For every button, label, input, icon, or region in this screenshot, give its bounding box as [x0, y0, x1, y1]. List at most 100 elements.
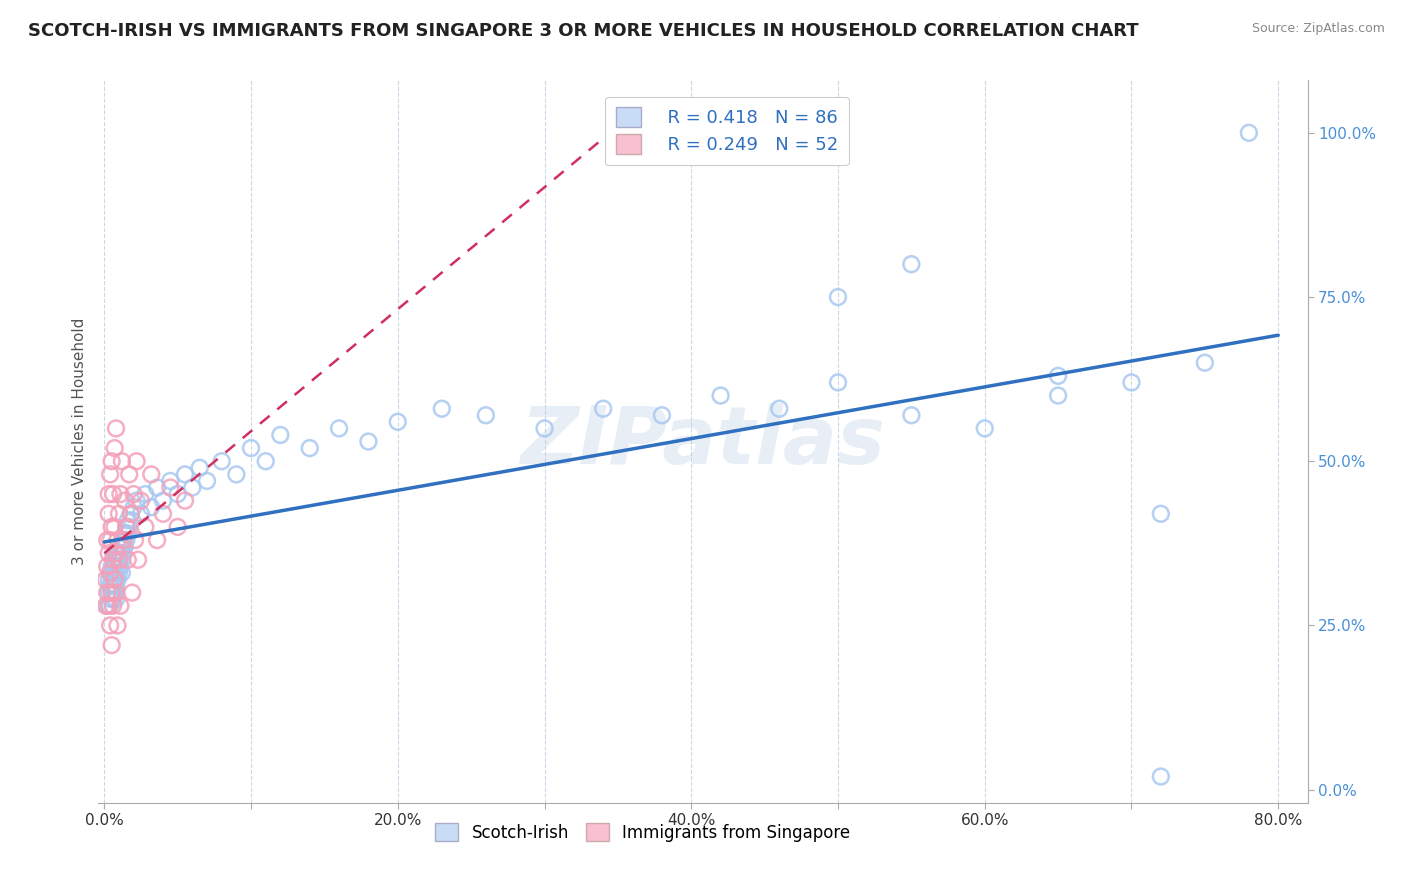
Point	[152, 507, 174, 521]
Point	[188, 460, 211, 475]
Point	[1047, 368, 1070, 383]
Point	[110, 546, 132, 560]
Point	[101, 579, 124, 593]
Point	[96, 559, 118, 574]
Point	[710, 388, 733, 402]
Point	[111, 553, 134, 567]
Point	[166, 487, 188, 501]
Point	[152, 493, 174, 508]
Point	[125, 454, 148, 468]
Point	[101, 599, 124, 613]
Point	[97, 487, 120, 501]
Point	[129, 507, 152, 521]
Point	[117, 513, 139, 527]
Point	[107, 559, 129, 574]
Point	[114, 540, 136, 554]
Point	[430, 401, 453, 416]
Point	[124, 533, 146, 547]
Point	[110, 487, 132, 501]
Point	[1150, 507, 1173, 521]
Point	[1121, 376, 1143, 390]
Point	[166, 520, 188, 534]
Point	[827, 290, 849, 304]
Point	[387, 415, 409, 429]
Point	[592, 401, 614, 416]
Point	[101, 487, 124, 501]
Point	[115, 533, 138, 547]
Point	[195, 474, 218, 488]
Point	[328, 421, 350, 435]
Point	[114, 493, 136, 508]
Legend: Scotch-Irish, Immigrants from Singapore: Scotch-Irish, Immigrants from Singapore	[427, 817, 858, 848]
Point	[108, 507, 131, 521]
Point	[146, 481, 169, 495]
Point	[121, 513, 143, 527]
Point	[98, 467, 121, 482]
Point	[1237, 126, 1260, 140]
Point	[357, 434, 380, 449]
Point	[103, 573, 125, 587]
Point	[96, 599, 118, 613]
Point	[98, 618, 121, 632]
Point	[107, 573, 129, 587]
Point	[98, 566, 121, 580]
Point	[211, 454, 233, 468]
Point	[114, 526, 136, 541]
Point	[174, 493, 197, 508]
Point	[533, 421, 555, 435]
Point	[105, 553, 128, 567]
Point	[768, 401, 790, 416]
Point	[100, 638, 122, 652]
Point	[117, 526, 139, 541]
Point	[107, 546, 129, 560]
Point	[112, 533, 135, 547]
Point	[122, 500, 145, 515]
Point	[973, 421, 995, 435]
Point	[141, 500, 163, 515]
Point	[269, 428, 291, 442]
Point	[105, 546, 128, 560]
Point	[146, 533, 169, 547]
Point	[98, 533, 121, 547]
Point	[1150, 770, 1173, 784]
Point	[100, 520, 122, 534]
Point	[103, 546, 125, 560]
Point	[181, 481, 204, 495]
Point	[96, 585, 118, 599]
Point	[105, 585, 128, 599]
Point	[100, 592, 122, 607]
Point	[103, 573, 125, 587]
Point	[134, 487, 156, 501]
Point	[100, 559, 122, 574]
Point	[103, 585, 125, 599]
Point	[110, 599, 132, 613]
Point	[827, 376, 849, 390]
Point	[100, 454, 122, 468]
Point	[101, 592, 124, 607]
Point	[101, 585, 124, 599]
Point	[141, 467, 163, 482]
Point	[108, 553, 131, 567]
Point	[105, 579, 128, 593]
Point	[108, 553, 131, 567]
Point	[100, 585, 122, 599]
Point	[118, 467, 141, 482]
Point	[98, 599, 121, 613]
Point	[98, 579, 121, 593]
Point	[900, 257, 922, 271]
Point	[97, 546, 120, 560]
Point	[101, 553, 124, 567]
Point	[103, 559, 125, 574]
Point	[105, 421, 128, 435]
Text: Source: ZipAtlas.com: Source: ZipAtlas.com	[1251, 22, 1385, 36]
Point	[97, 585, 120, 599]
Y-axis label: 3 or more Vehicles in Household: 3 or more Vehicles in Household	[72, 318, 87, 566]
Point	[97, 573, 120, 587]
Point	[115, 520, 138, 534]
Point	[159, 481, 181, 495]
Point	[100, 573, 122, 587]
Point	[298, 441, 321, 455]
Point	[111, 454, 134, 468]
Point	[240, 441, 263, 455]
Point	[101, 566, 124, 580]
